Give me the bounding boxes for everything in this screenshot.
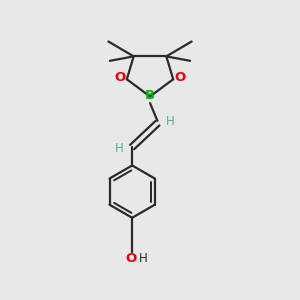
- Text: O: O: [125, 252, 136, 265]
- Text: O: O: [174, 71, 185, 84]
- Text: H: H: [139, 252, 148, 265]
- Text: B: B: [145, 89, 155, 102]
- Text: H: H: [166, 115, 174, 128]
- Text: O: O: [115, 71, 126, 84]
- Text: H: H: [115, 142, 124, 155]
